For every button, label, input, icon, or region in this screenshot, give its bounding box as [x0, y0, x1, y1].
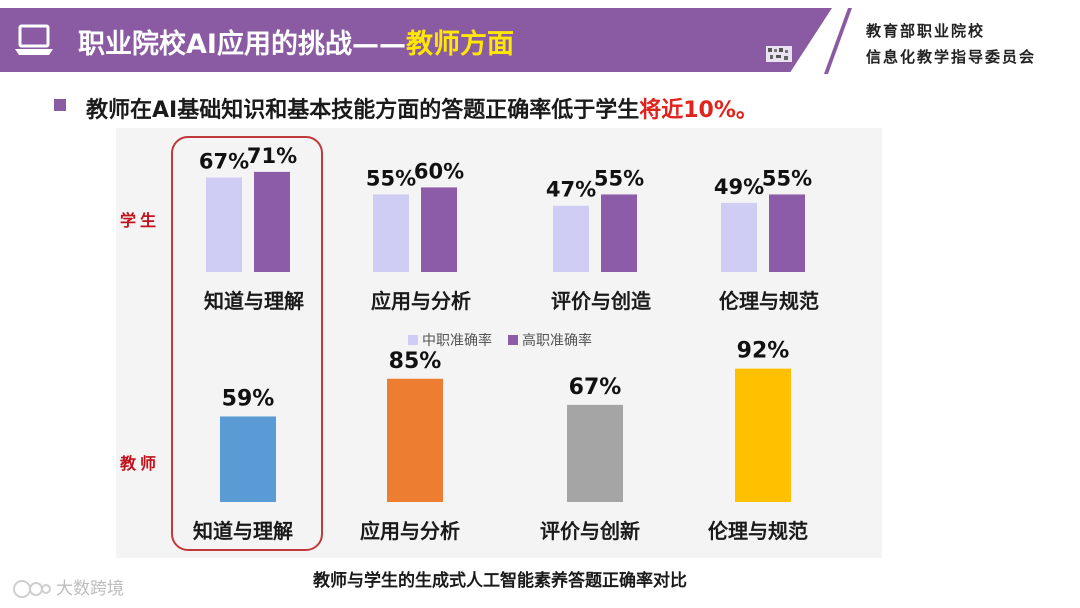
teacher-bar	[220, 416, 276, 502]
org-name-line2: 信息化教学指导委员会	[866, 48, 1037, 66]
teacher-data-label: 59%	[222, 386, 275, 411]
student-data-label: 55%	[594, 166, 644, 190]
chart-caption: 教师与学生的生成式人工智能素养答题正确率对比	[313, 571, 687, 591]
teacher-category-label: 应用与分析	[360, 519, 460, 543]
legend-swatch	[508, 335, 518, 345]
student-bar	[421, 187, 457, 272]
title-highlight: 教师方面	[405, 29, 514, 60]
comparison-chart: 67%71%知道与理解55%60%应用与分析47%55%评价与创造49%55%伦…	[171, 136, 819, 551]
title-prefix: 职业院校AI应用的挑战——	[78, 29, 406, 60]
highlight-box	[171, 136, 323, 551]
header-bar	[0, 8, 832, 72]
watermark: 大数跨境	[12, 574, 124, 600]
org-name-line1: 教育部职业院校	[866, 22, 986, 40]
qr-code-icon	[766, 46, 792, 62]
watermark-text: 大数跨境	[56, 579, 124, 599]
student-bar	[206, 177, 242, 272]
header-divider	[823, 8, 853, 74]
student-bar	[254, 171, 290, 272]
teacher-category-label: 评价与创新	[540, 519, 640, 543]
student-data-label: 47%	[546, 178, 596, 202]
subtitle: 教师在AI基础知识和基本技能方面的答题正确率低于学生将近10%。	[86, 92, 758, 124]
chart-panel: 67% 71% 知道与理解 55% 60% 应用与分析 47% 55% 评价与创造 49% 55% 伦…	[116, 128, 882, 558]
page-title: 职业院校AI应用的挑战——教师方面	[78, 22, 514, 61]
bullet-marker	[54, 99, 66, 111]
side-group-label: 学生	[120, 211, 161, 230]
teacher-data-label: 85%	[389, 349, 442, 374]
student-data-label: 55%	[762, 166, 812, 190]
student-data-label: 49%	[714, 175, 764, 199]
student-data-label: 55%	[366, 166, 416, 190]
teacher-bar	[735, 368, 791, 502]
student-bar	[769, 194, 805, 272]
teacher-category-label: 知道与理解	[193, 519, 293, 543]
side-group-label: 教师	[120, 454, 161, 473]
subtitle-text: 教师在AI基础知识和基本技能方面的答题正确率低于学生	[86, 98, 640, 123]
student-category-label: 知道与理解	[204, 289, 304, 313]
teacher-bar	[387, 378, 443, 502]
legend-label: 中职准确率	[422, 332, 492, 349]
student-bar	[721, 202, 757, 272]
teacher-data-label: 67%	[569, 375, 622, 400]
student-category-label: 评价与创造	[551, 289, 652, 313]
teacher-data-label: 92%	[737, 339, 790, 364]
teacher-bar	[567, 404, 623, 502]
laptop-icon	[15, 24, 53, 55]
watermark-logo-icon	[13, 580, 51, 598]
teacher-category-label: 伦理与规范	[708, 519, 808, 543]
student-bar	[553, 205, 589, 272]
subtitle-highlight: 将近10%。	[639, 98, 758, 123]
legend-label: 高职准确率	[522, 332, 592, 349]
student-data-label: 67%	[199, 150, 249, 174]
student-bar	[601, 194, 637, 272]
student-bar	[373, 194, 409, 272]
student-category-label: 应用与分析	[371, 289, 471, 313]
legend-swatch	[408, 335, 418, 345]
student-data-label: 71%	[247, 144, 297, 168]
student-data-label: 60%	[414, 159, 464, 183]
student-category-label: 伦理与规范	[719, 289, 819, 313]
